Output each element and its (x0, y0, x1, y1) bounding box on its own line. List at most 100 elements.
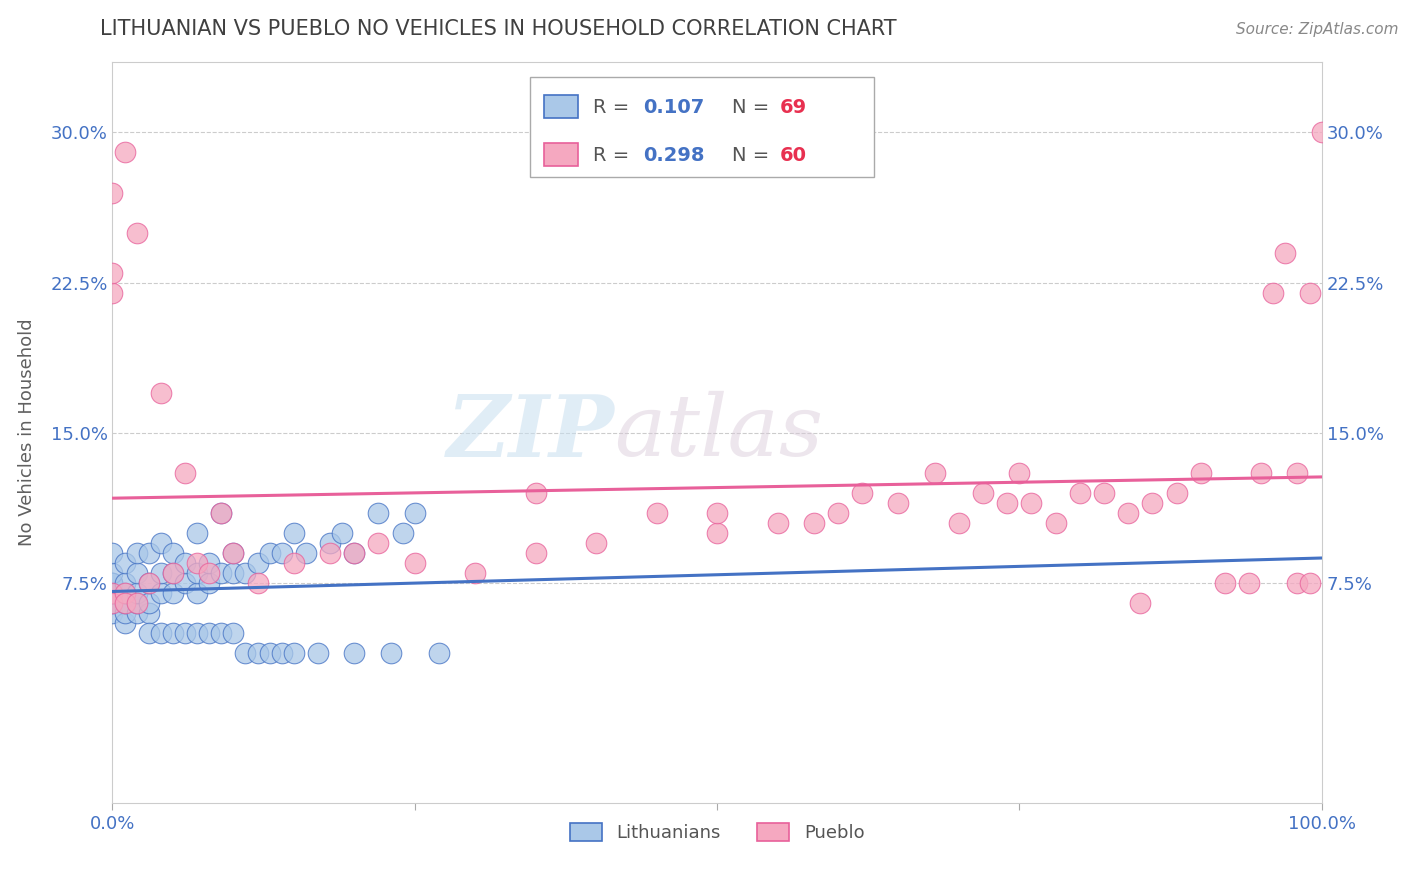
Point (149, 585, 172, 599)
Point (367, 535, 389, 549)
Point (924, 466, 946, 480)
Point (101, 285, 124, 300)
Point (1298, 285, 1320, 300)
Point (1069, 485, 1091, 500)
Point (295, 546, 318, 560)
Point (343, 546, 366, 560)
Text: R =: R = (592, 145, 636, 165)
Point (138, 606, 160, 620)
Point (222, 625, 245, 640)
Point (1237, 575, 1260, 590)
Point (1092, 485, 1115, 500)
Point (186, 625, 208, 640)
Point (307, 646, 329, 660)
Point (149, 625, 172, 640)
Point (319, 535, 342, 549)
Text: 60: 60 (780, 145, 807, 165)
Point (222, 546, 245, 560)
Point (125, 606, 148, 620)
Text: LITHUANIAN VS PUEBLO NO VEHICLES IN HOUSEHOLD CORRELATION CHART: LITHUANIAN VS PUEBLO NO VEHICLES IN HOUS… (100, 19, 897, 38)
Point (330, 525, 353, 540)
Point (101, 585, 124, 599)
Point (270, 546, 292, 560)
Point (209, 506, 232, 520)
Point (186, 525, 208, 540)
Point (803, 516, 825, 530)
Point (114, 615, 136, 630)
Point (101, 596, 124, 610)
Point (464, 566, 486, 580)
Point (1129, 596, 1152, 610)
Point (1298, 575, 1320, 590)
Text: ZIP: ZIP (447, 391, 614, 475)
Point (125, 596, 148, 610)
Point (343, 546, 366, 560)
Point (1213, 575, 1236, 590)
Point (645, 506, 668, 520)
FancyBboxPatch shape (530, 78, 875, 178)
Point (162, 625, 184, 640)
Point (186, 556, 208, 570)
Point (367, 506, 389, 520)
Point (1250, 466, 1272, 480)
Point (319, 546, 342, 560)
Point (246, 556, 269, 570)
Point (149, 566, 172, 580)
Point (427, 646, 450, 660)
Point (235, 646, 257, 660)
Point (706, 525, 728, 540)
Point (125, 566, 148, 580)
Point (827, 506, 849, 520)
Point (101, 585, 124, 599)
Text: atlas: atlas (614, 392, 824, 474)
Point (101, 575, 124, 590)
Text: R =: R = (592, 98, 636, 117)
Point (162, 566, 184, 580)
Point (283, 646, 305, 660)
Point (101, 566, 124, 580)
Point (585, 535, 607, 549)
Point (114, 575, 136, 590)
Point (259, 546, 281, 560)
Point (887, 496, 910, 510)
Point (198, 625, 221, 640)
Point (149, 535, 172, 549)
Point (138, 575, 160, 590)
Point (162, 546, 184, 560)
Point (235, 566, 257, 580)
Point (1116, 506, 1139, 520)
Point (283, 556, 305, 570)
FancyBboxPatch shape (544, 95, 578, 119)
Point (524, 485, 547, 500)
Point (222, 566, 245, 580)
Y-axis label: No Vehicles in Household: No Vehicles in Household (18, 318, 37, 547)
Point (114, 596, 136, 610)
Point (162, 585, 184, 599)
Point (209, 625, 232, 640)
Point (1166, 485, 1188, 500)
Point (174, 466, 197, 480)
Point (186, 566, 208, 580)
Point (198, 575, 221, 590)
Point (851, 485, 873, 500)
Point (114, 585, 136, 599)
Point (114, 585, 136, 599)
Point (972, 485, 994, 500)
Text: 69: 69 (780, 98, 807, 117)
Point (138, 546, 160, 560)
Point (706, 506, 728, 520)
FancyBboxPatch shape (544, 143, 578, 167)
Point (259, 646, 281, 660)
Point (1310, 126, 1333, 140)
Point (209, 506, 232, 520)
Point (246, 575, 269, 590)
Point (101, 585, 124, 599)
Point (114, 596, 136, 610)
Point (114, 606, 136, 620)
Legend: Lithuanians, Pueblo: Lithuanians, Pueblo (555, 808, 879, 856)
Point (1263, 285, 1285, 300)
Point (101, 186, 124, 200)
Text: 0.107: 0.107 (644, 98, 704, 117)
Point (101, 596, 124, 610)
Point (1045, 516, 1067, 530)
